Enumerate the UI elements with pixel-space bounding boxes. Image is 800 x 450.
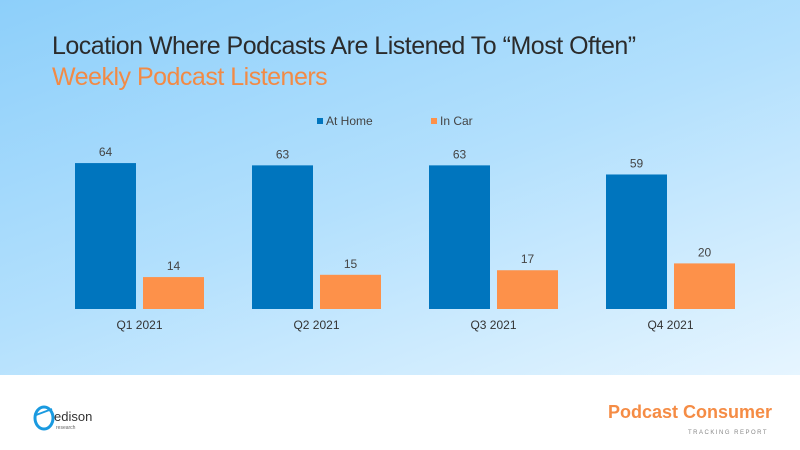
svg-text:edison: edison xyxy=(54,409,92,424)
bar-at-home xyxy=(252,165,313,309)
data-label: 63 xyxy=(276,147,290,161)
data-label: 15 xyxy=(344,257,358,271)
chart-subtitle: Weekly Podcast Listeners xyxy=(52,63,328,91)
bar-in-car xyxy=(674,263,735,309)
bar-at-home xyxy=(606,174,667,309)
podcast-consumer-brand: Podcast Consumer xyxy=(608,402,773,422)
svg-text:research: research xyxy=(56,425,76,431)
data-label: 17 xyxy=(521,252,535,266)
legend-label: In Car xyxy=(440,114,473,128)
legend-swatch xyxy=(317,118,323,124)
bar-at-home xyxy=(429,165,490,309)
data-label: 63 xyxy=(453,147,467,161)
x-tick-label: Q1 2021 xyxy=(116,318,162,332)
data-label: 64 xyxy=(99,145,113,159)
x-tick-label: Q2 2021 xyxy=(293,318,339,332)
bar-in-car xyxy=(143,277,204,309)
bar-at-home xyxy=(75,163,136,309)
legend-item-at-home: At Home xyxy=(317,114,373,128)
x-tick-label: Q4 2021 xyxy=(647,318,693,332)
legend-swatch xyxy=(431,118,437,124)
data-label: 59 xyxy=(630,156,644,170)
x-tick-label: Q3 2021 xyxy=(470,318,516,332)
legend-item-in-car: In Car xyxy=(431,114,473,128)
bar-in-car xyxy=(497,270,558,309)
legend-label: At Home xyxy=(326,114,373,128)
data-label: 14 xyxy=(167,259,181,273)
bar-in-car xyxy=(320,274,381,309)
tracking-report-label: TRACKING REPORT xyxy=(688,430,769,436)
bar-chart: 64 14 Q1 2021 63 15 Q2 2021 63 17 Q3 2021 59 20 Q4 … xyxy=(75,145,735,332)
data-label: 20 xyxy=(698,245,712,259)
edison-research-logo: edison research xyxy=(32,403,102,440)
chart-title: Location Where Podcasts Are Listened To … xyxy=(52,32,636,60)
